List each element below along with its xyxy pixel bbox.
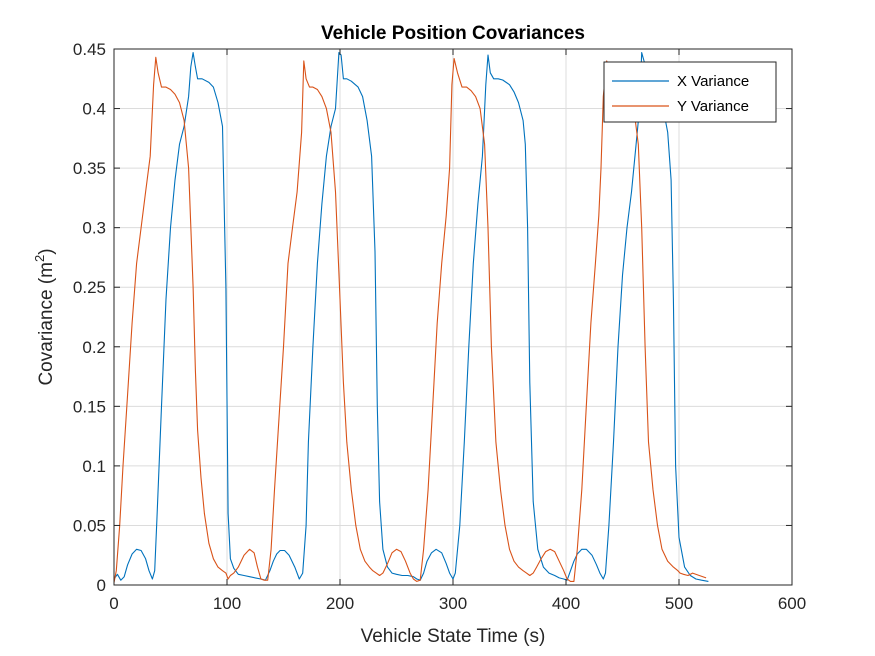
- y-tick-label: 0.3: [82, 219, 106, 238]
- x-tick-label: 400: [552, 594, 580, 613]
- y-tick-label: 0.4: [82, 100, 106, 119]
- series-line-y-variance: [113, 56, 707, 583]
- x-tick-label: 600: [778, 594, 806, 613]
- x-tick-label: 300: [439, 594, 467, 613]
- y-tick-label: 0.35: [73, 159, 106, 178]
- x-tick-label: 100: [213, 594, 241, 613]
- legend: X Variance Y Variance: [603, 61, 777, 123]
- y-tick-label: 0.25: [73, 278, 106, 297]
- series-lines: [113, 52, 709, 583]
- series-line-x-variance: [113, 52, 709, 582]
- y-tick-label: 0.2: [82, 338, 106, 357]
- y-axis-label-superscript: 2: [32, 255, 47, 262]
- chart-title: Vehicle Position Covariances: [321, 23, 585, 44]
- x-tick-label: 200: [326, 594, 354, 613]
- axis-ticks: 0 100 200 300 400 500 600 0 0.05 0.1 0.15 0.2 0.25 0.…: [73, 40, 806, 613]
- y-tick-label: 0.15: [73, 397, 106, 416]
- y-tick-label: 0.1: [82, 457, 106, 476]
- grid-lines: [114, 49, 792, 585]
- y-tick-label: 0.45: [73, 40, 106, 59]
- y-axis-label-end: ): [36, 248, 57, 254]
- y-axis-label: Covariance (m2): [32, 248, 57, 385]
- y-tick-label: 0: [97, 576, 106, 595]
- x-tick-label: 500: [665, 594, 693, 613]
- legend-label-y-variance: Y Variance: [677, 98, 749, 115]
- legend-label-x-variance: X Variance: [677, 73, 749, 90]
- y-tick-label: 0.05: [73, 516, 106, 535]
- legend-box: [603, 61, 777, 123]
- x-tick-label: 0: [109, 594, 118, 613]
- y-axis-label-main: Covariance (m: [36, 262, 57, 386]
- x-axis-label: Vehicle State Time (s): [361, 626, 546, 647]
